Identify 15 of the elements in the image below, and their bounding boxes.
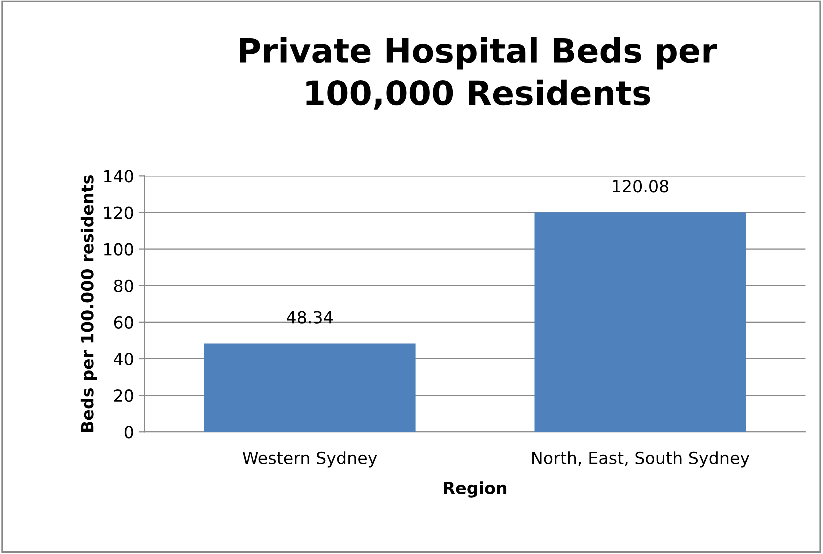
y-axis-title: Beds per 100.000 residents <box>80 176 98 432</box>
y-tick-label: 120 <box>104 206 134 220</box>
x-tick-label: Western Sydney <box>242 452 378 468</box>
y-tick-label: 80 <box>114 280 134 292</box>
y-tick-label: 60 <box>114 316 134 329</box>
chart-title: Private Hospital Beds per 100,000 Residents <box>240 37 718 110</box>
data-label: 48.34 <box>287 311 333 324</box>
y-tick-label: 100 <box>104 243 134 256</box>
x-axis-title: Region <box>444 482 507 498</box>
y-tick-label: 20 <box>114 390 134 402</box>
y-tick-label: 0 <box>124 426 134 439</box>
data-label: 120.08 <box>613 180 669 193</box>
y-tick-label: 40 <box>114 352 134 366</box>
y-tick-label: 140 <box>104 170 134 183</box>
x-tick-label: North, East, South Sydney <box>532 452 750 468</box>
